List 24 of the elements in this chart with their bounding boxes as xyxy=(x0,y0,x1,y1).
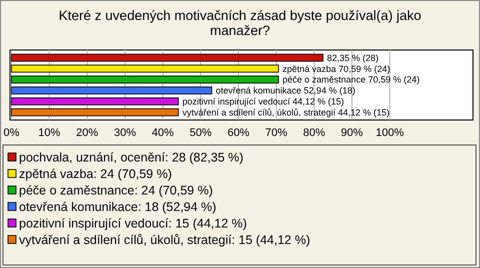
data-label: otevřená komunikace 52,94 % (18) xyxy=(216,86,356,96)
x-tick-label: 10% xyxy=(38,126,61,139)
legend-label: péče o zaměstnance: 24 (70,59 %) xyxy=(19,183,213,198)
legend-label: zpětná vazba: 24 (70,59 %) xyxy=(19,166,172,181)
legend-label: pochvala, uznání, ocenění: 28 (82,35 %) xyxy=(19,150,244,164)
x-tick-label: 80% xyxy=(303,126,326,139)
data-label: pozitivní inspirující vedoucí 44,12 % (15) xyxy=(182,96,344,107)
x-tick-label: 30% xyxy=(114,126,136,139)
x-tick-label: 20% xyxy=(76,126,98,139)
x-tick-label: 60% xyxy=(227,126,250,139)
chart-title: Které z uvedených motivačních zásad byste používal(a) jako manažer? xyxy=(58,8,422,38)
x-tick-label: 70% xyxy=(265,126,288,139)
legend-label: vytváření a sdílení cílů, úkolů, strategií: 15 (44,12 %) xyxy=(19,232,310,247)
x-tick-label: 50% xyxy=(190,126,212,139)
data-label: 82,35 % (28) xyxy=(327,52,379,63)
x-tick-label: 100% xyxy=(376,126,404,139)
legend-label: pozitivní inspirující vedoucí: 15 (44,12 %) xyxy=(19,216,247,230)
legend-label: otevřená komunikace: 18 (52,94 %) xyxy=(19,200,216,214)
x-tick-label: 0% xyxy=(4,126,20,139)
x-tick-label: 90% xyxy=(340,126,364,139)
x-tick-label: 40% xyxy=(152,126,174,139)
data-label: péče o zaměstnance 70,59 % (24) xyxy=(282,74,420,85)
data-label: vytváření a sdílení cílů, úkolů, strategií 44,12 % (15) xyxy=(182,107,390,118)
data-label: zpětná vazba 70,59 % (24) xyxy=(282,64,390,74)
